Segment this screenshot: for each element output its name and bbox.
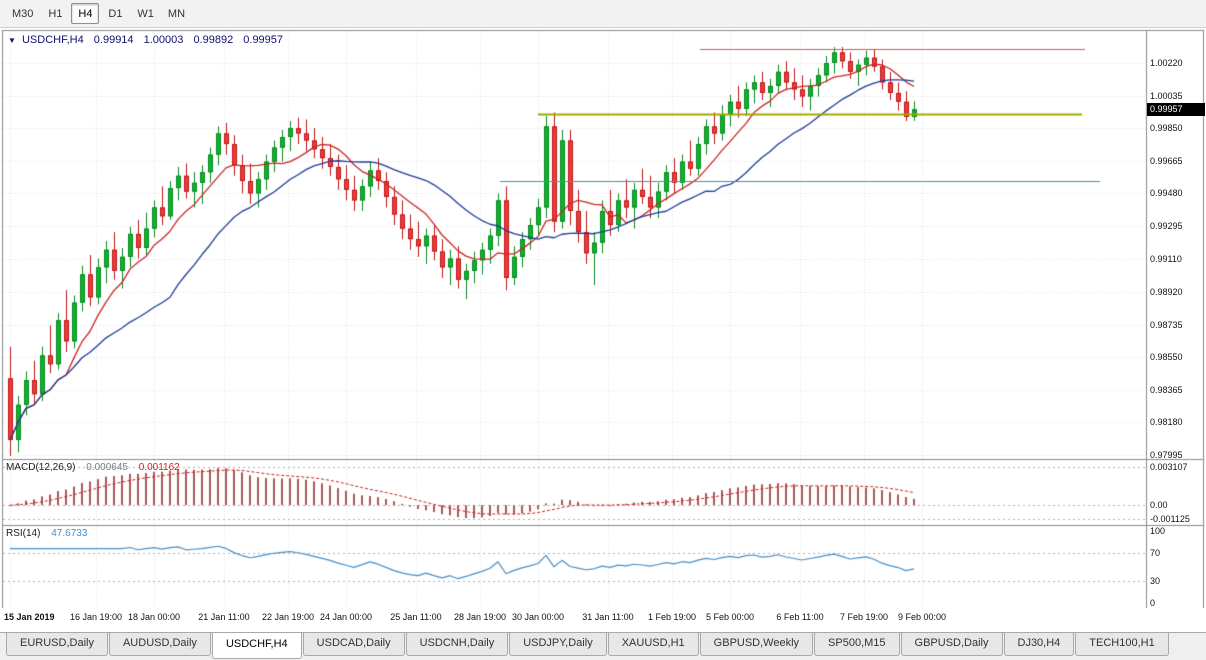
timeframe-button-m30[interactable]: M30: [6, 3, 39, 24]
tab-dj30-h4[interactable]: DJ30,H4: [1003, 633, 1075, 656]
tab-eurusd-daily[interactable]: EURUSD,Daily: [6, 633, 108, 656]
time-axis-label: 18 Jan 00:00: [127, 612, 181, 622]
tab-usdchf-h4[interactable]: USDCHF,H4: [211, 633, 302, 659]
time-axis-label: 24 Jan 00:00: [319, 612, 373, 622]
chart-symbol-period: USDCHF,H4: [21, 34, 84, 46]
tab-sp500-m15[interactable]: SP500,M15: [814, 633, 900, 656]
timeframe-button-d1[interactable]: D1: [101, 3, 129, 24]
tab-usdcnh-daily[interactable]: USDCNH,Daily: [405, 633, 509, 656]
tab-gbpusd-weekly[interactable]: GBPUSD,Weekly: [699, 633, 814, 656]
chart-canvas[interactable]: [0, 28, 1206, 608]
rsi-name: RSI(14): [6, 528, 41, 539]
ohlc-high: 1.00003: [143, 34, 184, 46]
timeframe-button-w1[interactable]: W1: [131, 3, 160, 24]
rsi-value: 47.6733: [51, 528, 88, 539]
rsi-indicator-label: RSI(14) 47.6733: [6, 528, 87, 539]
chart-tab-bar: EURUSD,Daily AUDUSD,Daily USDCHF,H4 USDCAD,…: [0, 632, 1206, 660]
time-axis-label: 16 Jan 19:00: [69, 612, 123, 622]
macd-value-main: 0.000645: [86, 462, 128, 473]
chart-title: ▼ USDCHF,H4 0.99914 1.00003 0.99892 0.99…: [8, 34, 283, 46]
time-axis-label: 1 Feb 19:00: [647, 612, 697, 622]
tab-gbpusd-daily[interactable]: GBPUSD,Daily: [900, 633, 1003, 656]
timeframe-button-mn[interactable]: MN: [162, 3, 191, 24]
chart-collapse-icon[interactable]: ▼: [8, 36, 16, 45]
macd-value-signal: 0.001162: [138, 462, 180, 473]
tab-usdjpy-daily[interactable]: USDJPY,Daily: [509, 633, 607, 656]
ohlc-close: 0.99957: [243, 34, 284, 46]
macd-indicator-label: MACD(12,26,9) 0.000645 0.001162: [6, 462, 180, 473]
timeframe-buttons: M30 H1 H4 D1 W1 MN: [6, 3, 191, 24]
time-axis-label: 15 Jan 2019: [4, 612, 55, 622]
time-axis-label: 21 Jan 11:00: [198, 612, 250, 622]
time-axis-label: 7 Feb 19:00: [839, 612, 889, 622]
time-axis-label: 6 Feb 11:00: [776, 612, 824, 622]
time-axis-label: 31 Jan 11:00: [582, 612, 634, 622]
time-axis-label: 9 Feb 00:00: [897, 612, 947, 622]
current-price-badge: 0.99957: [1147, 103, 1205, 116]
time-axis-label: 22 Jan 19:00: [261, 612, 315, 622]
ohlc-low: 0.99892: [193, 34, 234, 46]
time-axis-label: 25 Jan 11:00: [390, 612, 442, 622]
macd-name: MACD(12,26,9): [6, 462, 76, 473]
tab-audusd-daily[interactable]: AUDUSD,Daily: [108, 633, 211, 656]
ohlc-open: 0.99914: [93, 34, 134, 46]
tab-tech100-h1[interactable]: TECH100,H1: [1075, 633, 1169, 656]
time-axis-label: 28 Jan 19:00: [453, 612, 507, 622]
time-axis-label: 5 Feb 00:00: [705, 612, 755, 622]
time-axis-label: 30 Jan 00:00: [511, 612, 565, 622]
timeframe-toolbar: M30 H1 H4 D1 W1 MN: [0, 0, 1206, 28]
tab-usdcad-daily[interactable]: USDCAD,Daily: [302, 633, 405, 656]
timeframe-button-h1[interactable]: H1: [41, 3, 69, 24]
timeframe-button-h4[interactable]: H4: [71, 3, 100, 24]
tab-xauusd-h1[interactable]: XAUUSD,H1: [607, 633, 699, 656]
